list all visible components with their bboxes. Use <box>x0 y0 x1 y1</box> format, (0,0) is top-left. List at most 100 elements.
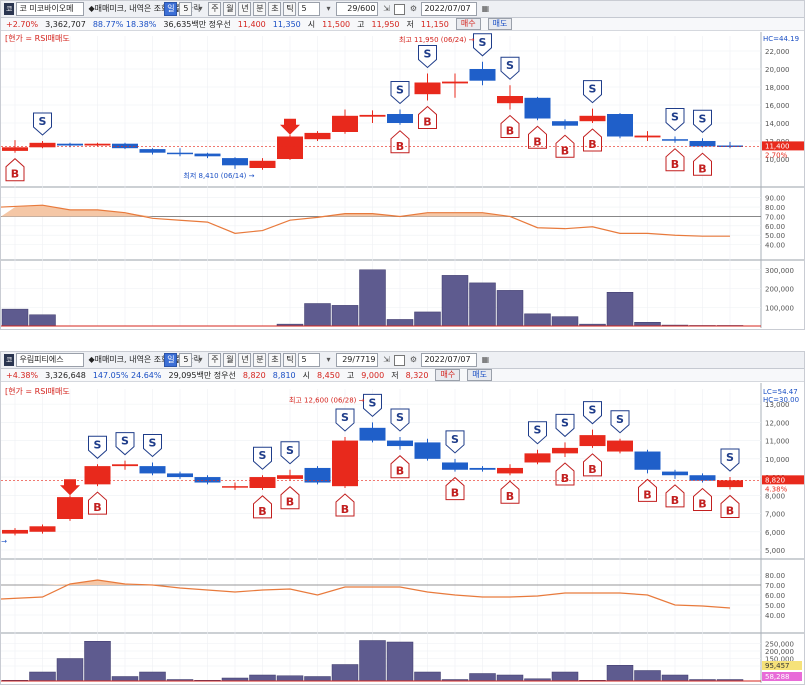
stock-name-field[interactable]: 코 미코바이오메 <box>16 2 85 16</box>
high-label: 고 <box>346 370 355 380</box>
sell-signal-badge <box>500 56 520 80</box>
candle-body <box>414 442 441 459</box>
period-week[interactable]: 주 <box>208 353 222 367</box>
candle-body <box>332 115 358 132</box>
rsi-axis-label: 80.00 <box>765 572 785 580</box>
candle-body <box>469 467 496 470</box>
period-month[interactable]: 월 <box>223 353 237 367</box>
period-week[interactable]: 주 <box>208 2 222 16</box>
sell-signal-badge <box>720 448 740 472</box>
chevron-down-icon[interactable]: ▾ <box>326 4 331 13</box>
stock-code-badge[interactable]: 코 <box>4 354 15 366</box>
period-minute[interactable]: 분 <box>253 353 267 367</box>
period-tick[interactable]: 틱 <box>283 2 297 16</box>
sell-signal-badge <box>528 421 547 445</box>
zoom-icon[interactable]: ⇲ <box>383 355 390 364</box>
settings-gear-icon[interactable]: ⚙ <box>409 355 418 364</box>
date-field[interactable]: 2022/07/07 <box>421 2 478 16</box>
sell-signal-label: S <box>149 436 157 449</box>
sell-signal-label: S <box>506 59 514 72</box>
unit-button[interactable]: 일 <box>164 353 178 367</box>
down-arrow-icon <box>60 479 80 496</box>
date-field[interactable]: 2022/07/07 <box>421 353 478 367</box>
buy-signal-label: B <box>11 168 19 181</box>
buy-signal-badge <box>665 148 685 172</box>
stock-code-badge[interactable]: 코 <box>4 3 15 15</box>
volume-axis-label: 200,000 <box>765 648 794 656</box>
unit-button[interactable]: 일 <box>164 2 178 16</box>
volume-tag-label: 58,288 <box>765 673 790 681</box>
candle-body <box>222 158 248 166</box>
buy-signal-badge <box>418 105 437 129</box>
chevron-down-icon[interactable]: ▾ <box>198 4 203 13</box>
chevron-down-icon[interactable]: ▾ <box>326 355 331 364</box>
buy-signal-label: B <box>93 501 101 514</box>
sell-signal-label: S <box>726 451 734 464</box>
buy-signal-badge <box>88 491 107 515</box>
volume-bar <box>551 316 579 327</box>
sell-signal-badge <box>390 81 410 105</box>
candle-body <box>552 447 578 454</box>
rsi-axis-label: 40.00 <box>765 612 785 620</box>
candle-body <box>277 136 303 159</box>
price-tag <box>762 141 804 151</box>
candle-body <box>84 466 111 485</box>
zoom-icon[interactable]: ⇲ <box>383 4 390 13</box>
unit-field[interactable]: 5 <box>179 2 193 16</box>
buy-signal-label: B <box>561 144 569 157</box>
buy-signal-badge <box>390 455 410 479</box>
unit-field[interactable]: 5 <box>179 353 193 367</box>
settings-gear-icon[interactable]: ⚙ <box>409 4 418 13</box>
period-second[interactable]: 초 <box>268 353 282 367</box>
candle-body <box>167 473 193 478</box>
period-year[interactable]: 년 <box>238 353 252 367</box>
volume-bar <box>634 322 661 327</box>
candle-body <box>29 142 56 148</box>
candle-body <box>249 160 276 168</box>
data-count-field[interactable]: 29/600 <box>336 2 379 16</box>
period-tick[interactable]: 틱 <box>283 353 297 367</box>
chevron-down-icon[interactable]: ▾ <box>198 355 203 364</box>
candle-body <box>717 480 743 488</box>
calendar-icon[interactable]: ▦ <box>481 4 490 13</box>
buy-button[interactable]: 매수 <box>455 18 481 30</box>
candle-body <box>497 96 523 104</box>
candle-body <box>29 526 56 532</box>
volume-bar <box>84 641 111 682</box>
buy-button[interactable]: 매수 <box>435 369 461 381</box>
buy-signal-label: B <box>561 472 569 485</box>
calendar-icon[interactable]: ▦ <box>481 355 490 364</box>
sell-signal-label: S <box>699 112 707 125</box>
candle-body <box>304 132 331 140</box>
chart-area[interactable]: 13,00012,00011,00010,0009,0008,0007,0006… <box>1 383 804 685</box>
sell-signal-badge <box>473 33 492 57</box>
buy-signal-label: B <box>726 504 734 517</box>
buy-signal-badge <box>253 495 272 519</box>
tick-count-field[interactable]: 5 <box>298 2 321 16</box>
value-a: 11,350 <box>272 19 301 29</box>
candle-body <box>2 529 28 534</box>
candle-body <box>497 467 523 474</box>
low-price: 11,150 <box>420 19 449 29</box>
volume-bar <box>56 658 84 682</box>
checkbox[interactable] <box>394 3 406 15</box>
period-month[interactable]: 월 <box>223 2 237 16</box>
sell-button[interactable]: 매도 <box>487 18 513 30</box>
price-axis-label: 20,000 <box>765 66 790 74</box>
rsi-axis-label: 50.00 <box>765 232 785 240</box>
period-minute[interactable]: 분 <box>253 2 267 16</box>
sell-signal-badge <box>88 435 107 459</box>
data-count-field[interactable]: 29/7719 <box>336 353 379 367</box>
candle-body <box>304 467 331 483</box>
tick-count-field[interactable]: 5 <box>298 353 321 367</box>
price-axis-label: 6,000 <box>765 529 785 537</box>
sell-button[interactable]: 매도 <box>467 369 492 381</box>
candle-body <box>249 477 276 488</box>
period-year[interactable]: 년 <box>238 2 252 16</box>
stock-name-field[interactable]: 우림피티에스 <box>16 353 85 367</box>
rsi-axis-label: 60.00 <box>765 223 785 231</box>
checkbox[interactable] <box>394 354 406 366</box>
period-second[interactable]: 초 <box>268 2 282 16</box>
chart-area[interactable]: 22,00020,00018,00016,00014,00012,00010,0… <box>1 32 804 330</box>
candle-body <box>167 152 193 155</box>
